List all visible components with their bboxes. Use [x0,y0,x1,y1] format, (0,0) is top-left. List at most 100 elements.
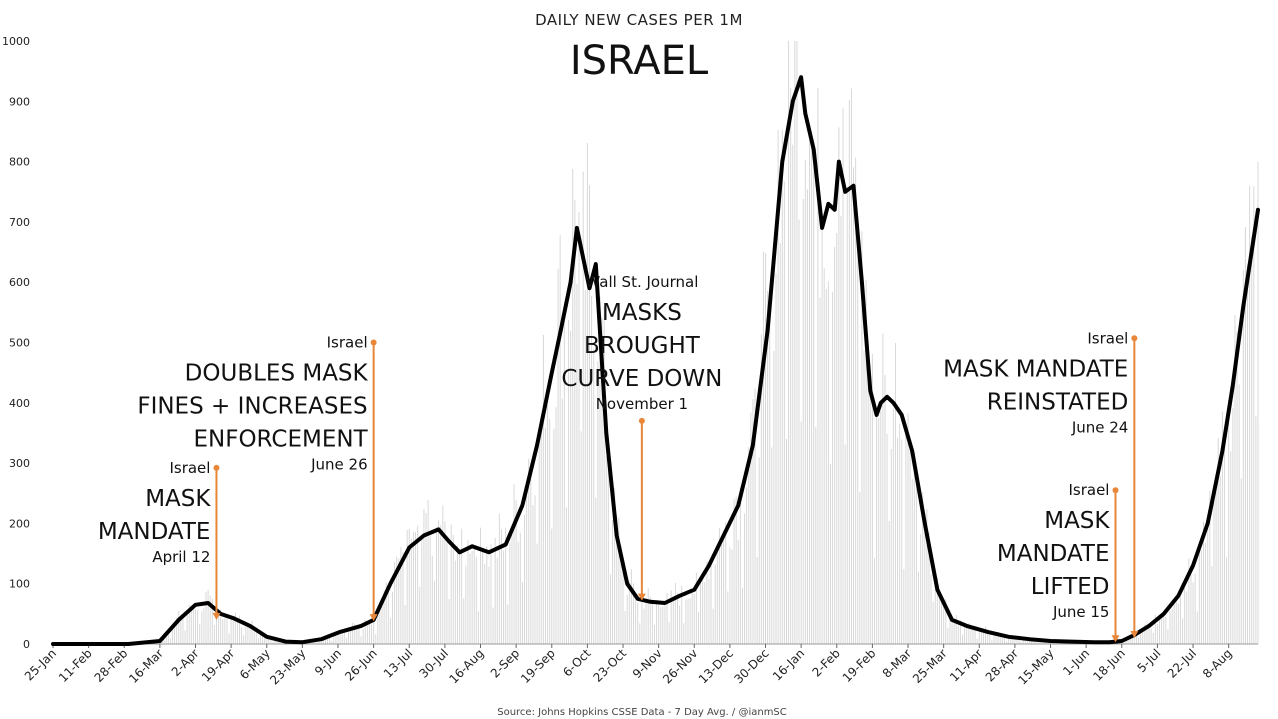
daily-bar [496,557,498,644]
daily-bar [609,574,611,644]
daily-bar [461,528,463,644]
y-tick-label: 300 [9,457,30,470]
daily-bar [352,622,354,644]
daily-bar [886,433,888,644]
daily-bar [327,638,329,644]
daily-bar [1010,638,1012,644]
daily-bar [955,615,957,644]
daily-bar [725,522,727,644]
daily-bar [1140,629,1142,644]
daily-bar [358,628,360,644]
x-tick-label: 23-Oct [590,646,629,685]
daily-bar [1200,550,1202,644]
daily-bar [228,633,230,644]
daily-bar [695,572,697,644]
daily-bar [595,497,597,644]
daily-bar [1196,611,1198,644]
daily-bar [894,342,896,644]
daily-bar [639,623,641,644]
daily-bar [723,530,725,644]
daily-bar [438,520,440,644]
daily-bar [494,538,496,644]
annotation-date: November 1 [596,395,688,413]
annotation-text: MASKS [602,300,682,326]
daily-bar [645,598,647,644]
daily-bar [186,613,188,644]
daily-bar [1163,615,1165,644]
daily-bar [739,487,741,644]
daily-bar [951,620,953,644]
daily-bar [1154,615,1156,644]
daily-bar [706,561,708,644]
daily-bar [532,505,534,644]
daily-bar [735,496,737,644]
daily-bar [930,574,932,644]
daily-bar [1146,623,1148,644]
daily-bar [557,268,559,644]
daily-bar [796,41,798,644]
daily-bar [1198,543,1200,644]
daily-bar [241,627,243,644]
daily-bar [224,617,226,644]
daily-bar [266,634,268,644]
daily-bar [444,521,446,644]
daily-bar [668,622,670,644]
daily-bar [607,467,609,644]
daily-bar [488,566,490,644]
daily-bar [314,640,316,644]
daily-bar [737,539,739,644]
daily-bar [811,141,813,644]
daily-bar [270,639,272,644]
daily-bar [658,604,660,644]
daily-bar [915,479,917,644]
daily-bar [576,284,578,644]
daily-bar [712,608,714,644]
daily-bar [603,306,605,644]
daily-bar [538,439,540,644]
daily-bar [928,532,930,644]
daily-bar [1169,610,1171,644]
daily-bar [360,636,362,644]
daily-bar [500,529,502,644]
daily-bar [721,543,723,644]
daily-bar [259,632,261,644]
daily-bar [836,232,838,645]
daily-bar [1165,617,1167,644]
x-tick-label: 19-Apr [199,646,237,684]
daily-bar [511,534,513,644]
x-tick-label: 23-May [267,646,308,687]
annotation-arrow [637,593,646,601]
daily-bar [911,478,913,644]
daily-bar [1138,637,1140,644]
x-tick-label: 15-May [1015,646,1056,687]
x-tick-label: 9-Jun [312,646,344,678]
daily-bar [471,550,473,644]
daily-bar [559,235,561,644]
daily-bar [366,625,368,644]
daily-bar [1190,574,1192,644]
daily-bar [1125,639,1127,644]
daily-bar [605,456,607,644]
daily-bar [760,334,762,644]
daily-bar [1018,639,1020,644]
x-tick-label: 22-Jul [1165,646,1199,680]
daily-bar [599,296,601,644]
daily-bar [832,292,834,644]
daily-bar [941,597,943,644]
daily-bar [251,620,253,644]
y-axis: 0 100 200 300 400 500 600 700 800 900 1000 [2,35,30,651]
daily-bar [1179,597,1181,644]
daily-bar [863,350,865,644]
daily-bar [1244,227,1246,645]
annotation-text: ENFORCEMENT [193,427,368,453]
daily-bar [456,545,458,644]
daily-bar [697,612,699,644]
daily-bar [517,541,519,644]
daily-bar [593,349,595,644]
daily-bar [683,623,685,644]
daily-bar [685,599,687,644]
daily-bar [861,231,863,645]
daily-bar [389,617,391,644]
